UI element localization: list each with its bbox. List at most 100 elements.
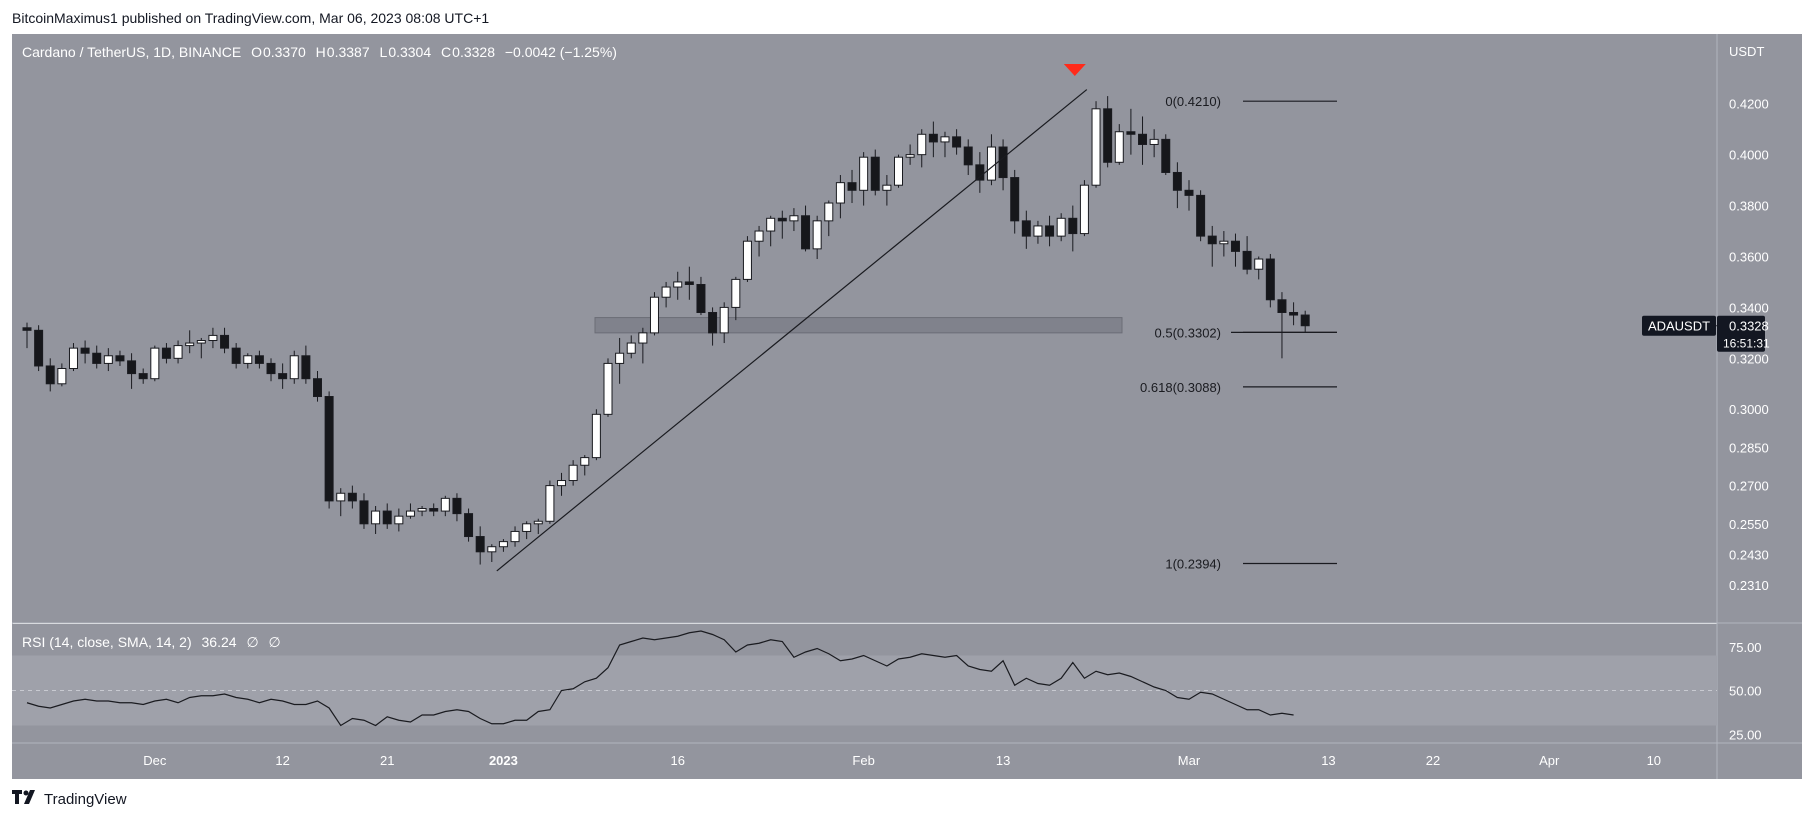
candle-body (57, 368, 67, 385)
price-tick-label: 0.3200 (1729, 351, 1769, 366)
time-tick-label: Apr (1539, 753, 1560, 768)
candle-body (789, 215, 799, 222)
candle-body (952, 136, 962, 148)
candle-body (615, 352, 625, 364)
candle-body (510, 530, 520, 543)
rsi-legend-label[interactable]: RSI (14, close, SMA, 14, 2) (22, 634, 192, 650)
candle-body (742, 240, 752, 280)
candle-body (1068, 217, 1078, 235)
candle-body (475, 536, 485, 553)
time-tick-label: Dec (143, 753, 167, 768)
axis-unit-label: USDT (1729, 44, 1764, 59)
candle-body (208, 334, 218, 342)
candle-body (498, 541, 508, 548)
candle-body (173, 345, 183, 359)
candle-body (1033, 225, 1043, 237)
candle-body (661, 286, 671, 298)
candle-body (336, 492, 346, 502)
candle-body (278, 373, 288, 380)
candle-body (766, 217, 776, 232)
price-tick-label: 0.3800 (1729, 199, 1769, 214)
candle-body (1265, 258, 1275, 301)
candle-body (45, 365, 55, 385)
candle-body (243, 355, 253, 364)
candle-body (359, 500, 369, 525)
candle-body (835, 182, 845, 204)
candle-body (905, 154, 915, 158)
ascending-trendline (496, 89, 1088, 572)
candle-body (1300, 314, 1310, 327)
candle-body (673, 281, 683, 288)
candle-body (777, 217, 787, 222)
legend-high-value: 0.3387 (326, 44, 370, 60)
candle-body (940, 136, 950, 143)
candle-body (440, 497, 450, 512)
price-tag-bg (1717, 315, 1765, 352)
candle-body (92, 352, 102, 364)
price-tick-label: 0.3600 (1729, 249, 1769, 264)
price-tick-label: 0.2700 (1729, 479, 1769, 494)
time-tick-label: 2023 (489, 753, 518, 768)
candle-body (754, 230, 764, 242)
time-tick-label: 13 (996, 753, 1010, 768)
candle-body (603, 362, 613, 415)
candle-body (405, 510, 415, 517)
legend-pair[interactable]: Cardano / TetherUS, 1D, BINANCE (22, 44, 242, 60)
candle-body (150, 347, 160, 380)
time-tick-label: 21 (380, 753, 394, 768)
rsi-band (12, 655, 1717, 726)
candle-body (231, 347, 241, 364)
tradingview-brand[interactable]: TradingView (12, 790, 127, 808)
candle-body (1091, 108, 1101, 186)
candle-body (1172, 171, 1182, 191)
candle-body (254, 355, 264, 364)
tradingview-logo-icon (12, 790, 38, 808)
candle-body (533, 520, 543, 525)
candle-body (266, 362, 276, 375)
candle-body (1056, 217, 1066, 237)
legend-open-label: O (251, 44, 262, 60)
candle-body (1242, 250, 1252, 270)
candle-body (684, 281, 694, 285)
candle-body (870, 156, 880, 191)
candle-body (68, 347, 78, 370)
time-tick-label: 16 (670, 753, 684, 768)
rsi-tick-label: 25.00 (1729, 727, 1762, 742)
candle-body (812, 220, 822, 250)
legend-high-label: H (315, 44, 326, 60)
candle-body (522, 523, 532, 532)
symbol-tag-bg (1642, 315, 1716, 336)
candle-body (1138, 133, 1148, 145)
candle-body (696, 283, 706, 313)
rsi-legend: RSI (14, close, SMA, 14, 2) 36.24 ∅ ∅ (22, 634, 287, 651)
candle-body (161, 347, 171, 359)
price-tag-value: 0.3328 (1729, 319, 1769, 334)
fib-level-label: 0.618(0.3088) (1140, 380, 1221, 395)
candle-body (882, 184, 892, 191)
candle-body (417, 508, 427, 512)
fib-level-label: 1(0.2394) (1165, 557, 1221, 572)
footer-brand-label: TradingView (44, 790, 127, 808)
legend-low-label: L (379, 44, 388, 60)
candle-body (115, 355, 125, 362)
publisher-line: BitcoinMaximus1 published on TradingView… (12, 10, 490, 26)
candle-body (1021, 220, 1031, 237)
time-tick-label: 22 (1426, 753, 1440, 768)
candle-body (580, 457, 590, 466)
legend-low-value: 0.3304 (388, 44, 432, 60)
support-zone (594, 317, 1123, 334)
rsi-legend-v2: ∅ (246, 634, 259, 650)
candle-body (545, 485, 555, 522)
candle-body (1277, 299, 1287, 313)
top-marker-icon (1063, 64, 1086, 76)
candle-body (731, 278, 741, 308)
candle-body (371, 510, 381, 525)
time-tick-label: 10 (1647, 753, 1661, 768)
candle-body (103, 355, 113, 364)
candle-body (1126, 131, 1136, 135)
candle-body (1149, 138, 1159, 145)
legend-open-value: 0.3370 (262, 44, 306, 60)
rsi-legend-v3: ∅ (268, 634, 281, 650)
candle-body (1254, 258, 1264, 270)
